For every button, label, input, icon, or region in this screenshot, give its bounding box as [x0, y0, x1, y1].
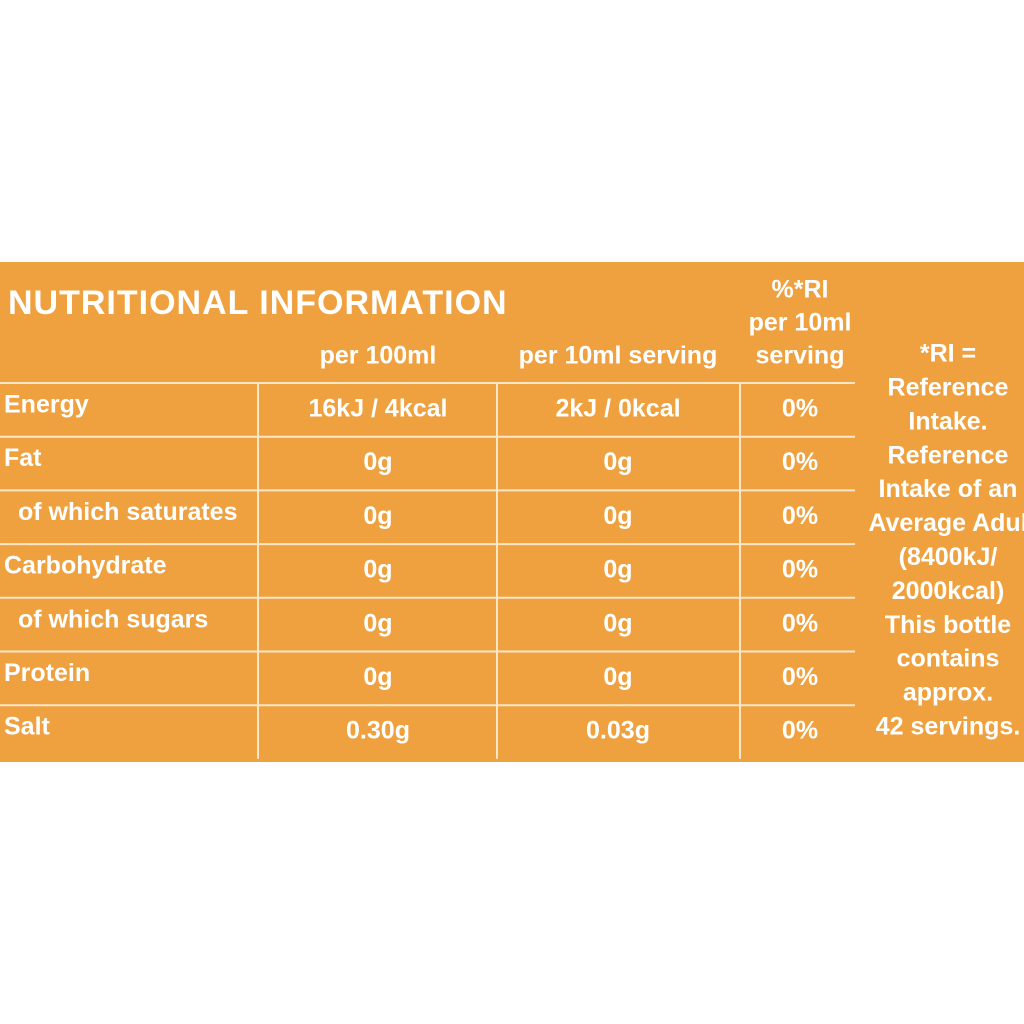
column-header: serving [756, 342, 845, 370]
row-label: Carbohydrate [4, 552, 167, 580]
cell-value: 16kJ / 4kcal [308, 394, 447, 422]
row-label: Salt [4, 713, 51, 741]
cell-value: 0.03g [586, 717, 650, 745]
cell-value: 0g [603, 502, 632, 530]
column-header: per 100ml [320, 342, 437, 370]
note-line: Intake of an [879, 475, 1018, 503]
note-line: *RI = [920, 340, 976, 368]
note-line: Reference [888, 374, 1009, 402]
note-line: Reference [888, 441, 1009, 469]
cell-value: 2kJ / 0kcal [555, 394, 680, 422]
row-label: of which saturates [18, 498, 238, 526]
cell-value: 0g [603, 609, 632, 637]
column-header: %*RI [772, 276, 829, 304]
note-line: This bottle [885, 611, 1011, 639]
cell-value: 0g [363, 556, 392, 584]
column-header: per 10ml [749, 309, 852, 337]
cell-value: 0% [782, 663, 818, 691]
cell-value: 0% [782, 394, 818, 422]
row-label: Energy [4, 390, 89, 418]
column-header: per 10ml serving [519, 342, 718, 370]
cell-value: 0g [603, 556, 632, 584]
note-line: (8400kJ/ [899, 543, 998, 571]
label-band [0, 262, 1024, 762]
note-line: contains [897, 645, 1000, 673]
cell-value: 0% [782, 556, 818, 584]
cell-value: 0% [782, 717, 818, 745]
note-line: 42 servings. [876, 713, 1021, 741]
cell-value: 0g [363, 502, 392, 530]
note-line: approx. [903, 679, 993, 707]
cell-value: 0g [363, 448, 392, 476]
note-line: 2000kcal) [892, 577, 1005, 605]
cell-value: 0% [782, 502, 818, 530]
note-line: Intake. [908, 407, 987, 435]
row-label: of which sugars [18, 605, 208, 633]
cell-value: 0.30g [346, 717, 410, 745]
cell-value: 0g [603, 448, 632, 476]
cell-value: 0g [363, 663, 392, 691]
row-label: Protein [4, 659, 90, 687]
cell-value: 0% [782, 448, 818, 476]
cell-value: 0% [782, 609, 818, 637]
label-title: NUTRITIONAL INFORMATION [8, 284, 508, 322]
cell-value: 0g [363, 609, 392, 637]
row-label: Fat [4, 444, 42, 472]
note-line: Average Adul [868, 509, 1024, 537]
cell-value: 0g [603, 663, 632, 691]
